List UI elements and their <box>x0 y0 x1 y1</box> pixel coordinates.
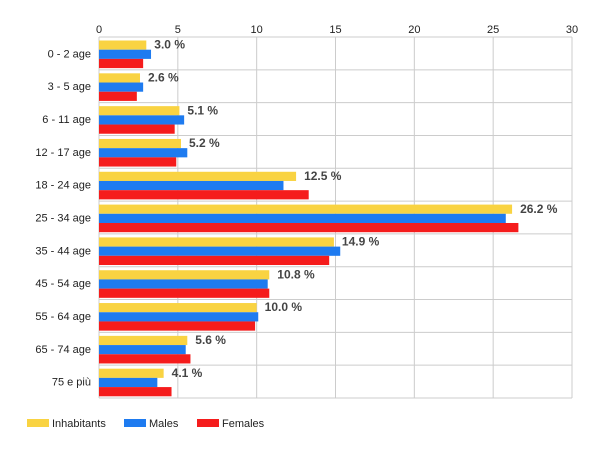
bar-females <box>99 321 256 331</box>
category-label: 3 - 5 age <box>48 81 91 93</box>
bar-males <box>99 377 158 388</box>
bar-males <box>99 345 186 355</box>
data-label: 4.1 % <box>172 366 203 380</box>
category-labels: 0 - 2 age 3 - 5 age 6 - 11 age 12 - 17 age 1… <box>35 48 91 388</box>
bar-females <box>99 190 309 200</box>
data-label: 3.0 % <box>154 38 185 52</box>
bar-inhabitants <box>99 106 180 116</box>
x-tick-label: 15 <box>329 24 341 36</box>
x-tick-label: 10 <box>251 24 263 36</box>
data-label: 26.2 % <box>520 202 558 216</box>
data-label: 5.1 % <box>187 103 218 117</box>
legend-label-inhabitants: Inhabitants <box>52 418 106 430</box>
gridlines <box>98 36 573 399</box>
bars <box>99 40 519 397</box>
bar-inhabitants <box>99 138 181 149</box>
bar-inhabitants <box>99 73 140 83</box>
category-label: 0 - 2 age <box>48 48 91 60</box>
category-label: 18 - 24 age <box>35 180 91 192</box>
x-tick-label: 20 <box>408 24 420 36</box>
x-tick-label: 25 <box>487 24 499 36</box>
bar-females <box>99 157 177 167</box>
category-label: 6 - 11 age <box>42 114 91 126</box>
category-label: 65 - 74 age <box>35 344 91 356</box>
bar-inhabitants <box>99 368 164 378</box>
bar-inhabitants <box>99 171 297 181</box>
bar-inhabitants <box>99 335 188 346</box>
legend: Inhabitants Males Females <box>27 418 265 430</box>
data-label: 2.6 % <box>148 71 179 85</box>
x-axis-ticks: 0 5 10 15 20 25 30 <box>96 24 578 36</box>
bar-inhabitants <box>99 237 334 247</box>
bar-males <box>99 49 152 59</box>
bar-males <box>99 115 185 125</box>
data-label: 12.5 % <box>304 169 342 183</box>
data-label: 10.0 % <box>265 300 303 314</box>
bar-females <box>99 255 330 266</box>
bar-inhabitants <box>99 270 270 280</box>
bar-males <box>99 279 268 289</box>
bar-females <box>99 222 519 233</box>
legend-swatch-females <box>197 419 219 427</box>
category-label: 45 - 54 age <box>35 278 91 290</box>
category-label: 55 - 64 age <box>35 311 91 323</box>
x-tick-label: 5 <box>175 24 181 36</box>
category-label: 35 - 44 age <box>35 245 91 257</box>
bar-males <box>99 213 506 223</box>
bar-males <box>99 180 284 191</box>
x-tick-label: 0 <box>96 24 102 36</box>
data-label: 14.9 % <box>342 235 380 249</box>
bar-males <box>99 82 144 92</box>
bar-males <box>99 148 188 158</box>
bar-males <box>99 312 259 322</box>
data-label: 5.6 % <box>195 333 226 347</box>
bar-females <box>99 387 172 397</box>
category-label: 25 - 34 age <box>35 213 91 225</box>
bar-inhabitants <box>99 40 147 50</box>
bar-females <box>99 58 144 69</box>
category-label: 75 e più <box>52 377 91 389</box>
data-label: 10.8 % <box>277 267 315 281</box>
legend-swatch-inhabitants <box>27 419 49 427</box>
bar-females <box>99 91 137 101</box>
legend-swatch-males <box>124 419 146 427</box>
x-tick-label: 30 <box>566 24 578 36</box>
data-label: 5.2 % <box>189 136 220 150</box>
bar-males <box>99 246 341 256</box>
bar-inhabitants <box>99 204 513 214</box>
bar-inhabitants <box>99 303 257 313</box>
legend-label-males: Males <box>149 418 179 430</box>
bar-females <box>99 124 175 134</box>
category-label: 12 - 17 age <box>35 147 91 159</box>
legend-label-females: Females <box>222 418 265 430</box>
bar-females <box>99 288 270 298</box>
bar-females <box>99 354 191 364</box>
data-labels: 3.0 % 2.6 % 5.1 % 5.2 % 12.5 % 26.2 % 14.9 % 10… <box>148 38 558 380</box>
